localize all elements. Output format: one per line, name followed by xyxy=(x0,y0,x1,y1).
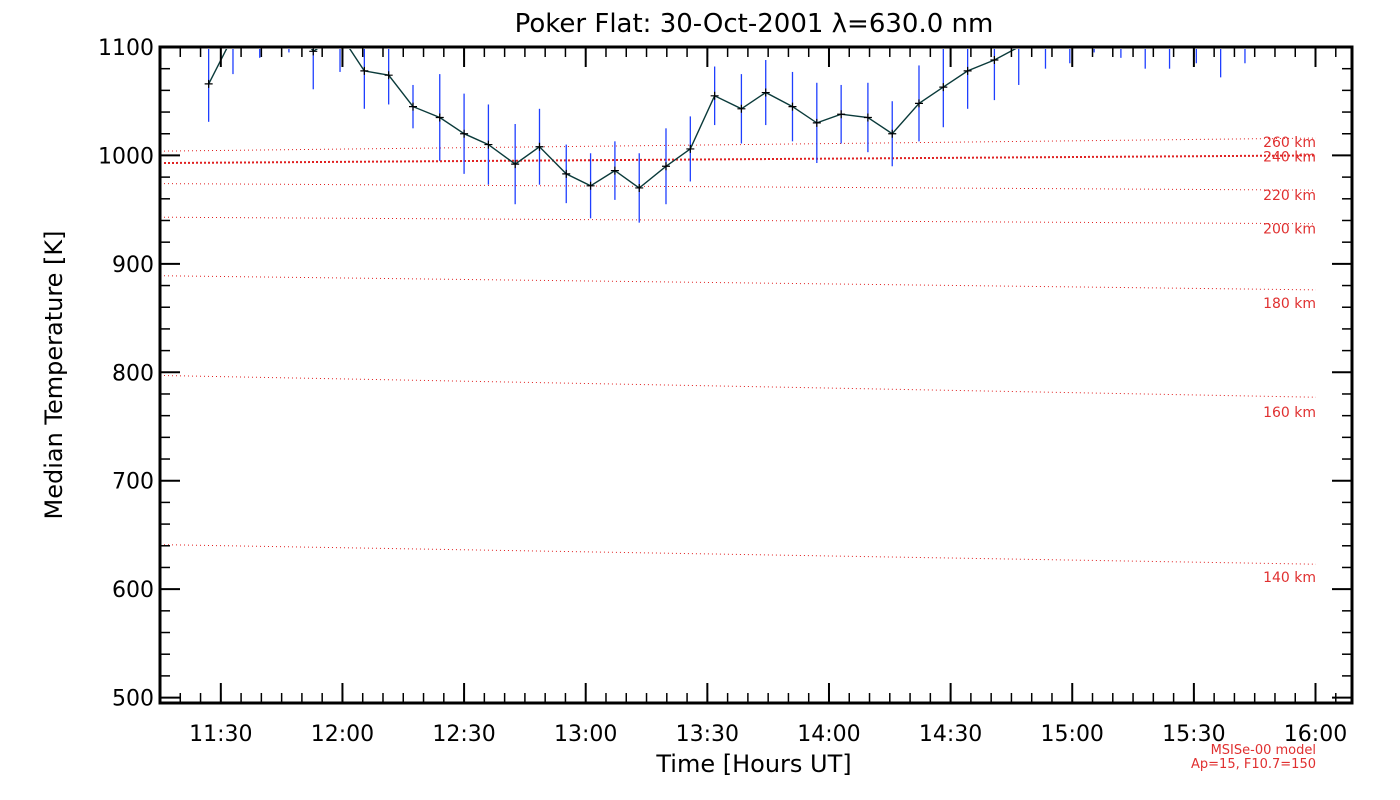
model-curve-2 xyxy=(163,275,1317,291)
data-point-29 xyxy=(939,83,948,92)
xtick-label-6: 14:30 xyxy=(919,722,982,747)
ytick-label-4: 900 xyxy=(112,253,154,278)
data-point-7 xyxy=(384,71,393,80)
y-axis-label: Median Temperature [K] xyxy=(40,230,68,519)
data-point-12 xyxy=(511,160,520,169)
xtick-label-1: 12:00 xyxy=(311,722,374,747)
model-curve-label-6: 260 km xyxy=(1263,135,1316,151)
model-curve-label-0: 140 km xyxy=(1263,570,1316,586)
model-curve-label-1: 160 km xyxy=(1263,405,1316,421)
xtick-label-2: 12:30 xyxy=(432,722,495,747)
model-curve-label-4: 220 km xyxy=(1263,188,1316,204)
ytick-label-2: 700 xyxy=(112,470,154,495)
model-curves: 140 km 160 km 180 km 200 km 220 km 240 km260 … xyxy=(163,135,1317,586)
data-point-6 xyxy=(360,66,369,75)
data-point-31 xyxy=(990,56,999,65)
ytick-label-0: 500 xyxy=(112,687,154,712)
ytick-label-5: 1000 xyxy=(98,144,154,169)
model-note-line2: Ap=15, F10.7=150 xyxy=(1191,757,1316,772)
xtick-label-5: 14:00 xyxy=(797,722,860,747)
ytick-label-3: 800 xyxy=(112,361,154,386)
y-axis-ticks: 500 600 700 800 900 1000 1100 xyxy=(98,36,1352,712)
x-axis-label: Time [Hours UT] xyxy=(655,750,851,778)
model-curve-label-5: 240 km xyxy=(1263,149,1316,165)
xtick-label-4: 13:30 xyxy=(676,722,739,747)
data-series xyxy=(204,47,1246,223)
model-curve-5 xyxy=(163,154,1317,165)
series-line-0 xyxy=(208,49,1017,189)
data-point-4 xyxy=(309,47,318,56)
data-point-22 xyxy=(761,88,770,97)
data-point-23 xyxy=(788,102,797,111)
model-curve-6 xyxy=(163,137,1317,152)
data-point-26 xyxy=(863,113,872,122)
xtick-label-3: 13:00 xyxy=(554,722,617,747)
data-point-9 xyxy=(435,113,444,122)
data-point-20 xyxy=(710,91,719,100)
model-note-line1: MSISe-00 model xyxy=(1211,743,1316,758)
data-point-19 xyxy=(686,144,695,153)
data-point-28 xyxy=(914,99,923,108)
xtick-label-7: 15:00 xyxy=(1041,722,1104,747)
data-point-16 xyxy=(610,166,619,175)
ytick-label-1: 600 xyxy=(112,578,154,603)
x-axis-ticks: 11:30 12:00 12:30 13:00 13:30 14:00 14:30 15:00… xyxy=(179,47,1347,747)
data-point-24 xyxy=(812,118,821,127)
xtick-label-0: 11:30 xyxy=(189,722,252,747)
data-point-15 xyxy=(586,181,595,190)
model-curve-1 xyxy=(163,375,1317,398)
data-point-18 xyxy=(661,162,670,171)
data-point-30 xyxy=(963,66,972,75)
data-point-11 xyxy=(484,140,493,149)
data-point-14 xyxy=(562,169,571,178)
data-point-17 xyxy=(635,183,644,192)
data-point-10 xyxy=(460,129,469,138)
data-point-8 xyxy=(408,102,417,111)
data-point-25 xyxy=(837,110,846,119)
data-point-0 xyxy=(204,79,213,88)
model-curve-0 xyxy=(163,544,1317,565)
data-point-21 xyxy=(737,104,746,113)
model-curve-label-2: 180 km xyxy=(1263,296,1316,312)
model-curve-3 xyxy=(163,216,1317,225)
xtick-label-8: 15:30 xyxy=(1162,722,1225,747)
model-curve-label-3: 200 km xyxy=(1263,222,1316,238)
data-point-13 xyxy=(535,142,544,151)
data-point-27 xyxy=(888,129,897,138)
plot-frame xyxy=(158,45,1354,705)
chart-title: Poker Flat: 30-Oct-2001 λ=630.0 nm xyxy=(515,9,994,39)
model-curve-4 xyxy=(163,183,1317,191)
xtick-label-9: 16:00 xyxy=(1284,722,1347,747)
ytick-label-6: 1100 xyxy=(98,36,154,61)
